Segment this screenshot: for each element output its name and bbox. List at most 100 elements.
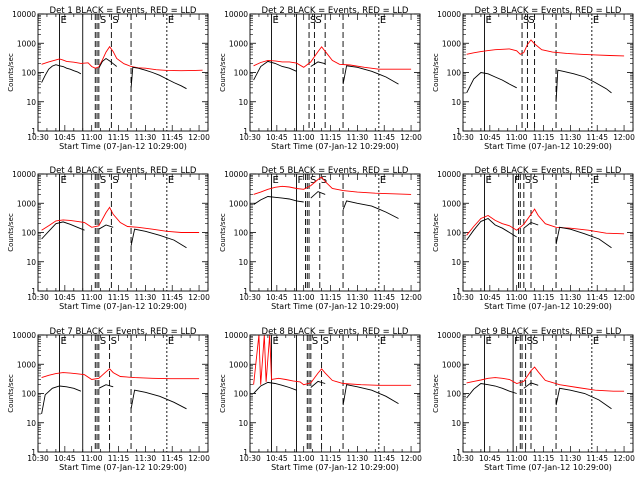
event-marker-label: F: [514, 175, 520, 186]
y-tick-label: 1000: [229, 360, 248, 369]
event-marker-label: S: [323, 336, 329, 347]
event-marker-label: F: [298, 175, 304, 186]
black-events-series: [466, 383, 517, 399]
black-events-series: [523, 221, 539, 229]
event-marker-label: E: [485, 336, 491, 347]
y-tick-label: 10000: [224, 170, 248, 179]
x-tick-label: 11:15: [320, 133, 342, 142]
y-tick-label: 10: [238, 258, 248, 267]
black-events-series: [130, 228, 187, 249]
black-events-series: [466, 72, 517, 94]
x-axis-label: Start Time (07-Jan-12 10:29:00): [59, 463, 187, 472]
y-tick-label: 100: [22, 69, 37, 78]
x-axis-label: Start Time (07-Jan-12 10:29:00): [484, 142, 612, 151]
black-events-series: [310, 61, 326, 67]
x-tick-label: 11:45: [161, 454, 183, 463]
event-marker-label: S: [112, 15, 118, 26]
x-tick-label: 11:00: [293, 454, 315, 463]
y-tick-label: 10000: [224, 331, 248, 340]
detector-panel: 1 10 100 1000 10000 10:30 10:45 11:00 11:15 11:30…: [219, 327, 422, 472]
black-events-series: [253, 196, 304, 205]
x-tick-label: 11:45: [373, 133, 395, 142]
event-marker-label: E: [593, 15, 599, 26]
black-events-series: [130, 66, 187, 90]
x-tick-label: 11:00: [506, 293, 528, 302]
y-tick-label: 10: [26, 98, 36, 107]
x-tick-label: 11:15: [533, 293, 555, 302]
black-events-series: [555, 69, 612, 102]
x-axis-label: Start Time (07-Jan-12 10:29:00): [59, 142, 187, 151]
plot-frame: [462, 173, 634, 292]
y-axis-label: Counts/sec: [7, 53, 15, 92]
y-tick-label: 1: [243, 287, 248, 296]
detector-panel: 1 10 100 1000 10000 10:30 10:45 11:00 11:15 11:30…: [432, 327, 635, 472]
plot-frame: [37, 13, 209, 132]
y-tick-label: 1000: [17, 199, 36, 208]
y-tick-label: 1: [243, 448, 248, 457]
red-lld-series: [41, 45, 203, 72]
x-tick-label: 10:30: [27, 454, 49, 463]
event-marker-label: E: [168, 175, 174, 186]
black-events-series: [41, 64, 82, 83]
chart-title: Det 2 BLACK = Events, RED = LLD: [262, 6, 409, 16]
x-axis-label: Start Time (07-Jan-12 10:29:00): [59, 302, 187, 311]
chart-title: Det 3 BLACK = Events, RED = LLD: [475, 6, 622, 16]
plot-frame: [37, 334, 209, 453]
x-tick-label: 11:45: [161, 293, 183, 302]
black-events-series: [523, 382, 539, 389]
y-tick-label: 1000: [229, 199, 248, 208]
x-tick-label: 10:45: [266, 454, 288, 463]
black-events-series: [98, 57, 117, 69]
y-tick-label: 10: [238, 98, 248, 107]
x-tick-label: 11:15: [108, 293, 130, 302]
x-tick-label: 10:45: [54, 293, 76, 302]
event-marker-label: S: [528, 15, 534, 26]
event-marker-label: E: [60, 15, 66, 26]
red-lld-series: [466, 39, 625, 57]
x-axis-label: Start Time (07-Jan-12 10:29:00): [484, 463, 612, 472]
x-tick-label: 12:00: [400, 133, 422, 142]
chart-title: Det 7 BLACK = Events, RED = LLD: [50, 327, 197, 337]
x-tick-label: 10:45: [479, 454, 501, 463]
y-tick-label: 10000: [12, 331, 36, 340]
red-lld-series: [253, 46, 412, 70]
black-events-series: [98, 384, 114, 389]
x-tick-label: 11:30: [135, 454, 157, 463]
x-tick-label: 10:30: [27, 293, 49, 302]
x-tick-label: 12:00: [188, 293, 210, 302]
y-tick-label: 1000: [229, 39, 248, 48]
event-marker-label: S: [111, 336, 117, 347]
chart-title: Det 6 BLACK = Events, RED = LLD: [475, 166, 622, 176]
x-tick-label: 11:30: [347, 293, 369, 302]
x-tick-label: 10:30: [239, 293, 261, 302]
event-marker-label: E: [272, 336, 278, 347]
y-tick-label: 1000: [442, 199, 461, 208]
detector-panel: 1 10 100 1000 10000 10:30 10:45 11:00 11:15 11:30…: [7, 327, 210, 472]
plot-frame: [37, 173, 209, 292]
detector-panel: 1 10 100 1000 10000 10:30 10:45 11:00 11:15 11:30…: [432, 166, 635, 311]
x-tick-label: 11:30: [347, 454, 369, 463]
black-events-series: [130, 389, 187, 410]
x-tick-label: 12:00: [400, 293, 422, 302]
x-tick-label: 11:00: [81, 133, 103, 142]
x-tick-label: 10:45: [479, 293, 501, 302]
y-tick-label: 1: [243, 127, 248, 136]
x-tick-label: 11:00: [293, 133, 315, 142]
x-tick-label: 11:15: [108, 133, 130, 142]
x-tick-label: 10:30: [452, 293, 474, 302]
y-tick-label: 1: [456, 127, 461, 136]
x-tick-label: 11:45: [373, 293, 395, 302]
x-tick-label: 12:00: [613, 454, 635, 463]
event-marker-label: S: [527, 336, 533, 347]
y-tick-label: 10000: [12, 10, 36, 19]
event-marker-label: S: [310, 15, 316, 26]
event-marker-label: E: [168, 15, 174, 26]
y-tick-label: 1000: [17, 39, 36, 48]
red-lld-series: [41, 206, 200, 233]
x-tick-label: 11:30: [135, 133, 157, 142]
y-tick-label: 10000: [224, 10, 248, 19]
y-tick-label: 100: [447, 229, 462, 238]
y-tick-label: 100: [447, 69, 462, 78]
x-tick-label: 11:00: [81, 454, 103, 463]
y-tick-label: 1: [456, 448, 461, 457]
